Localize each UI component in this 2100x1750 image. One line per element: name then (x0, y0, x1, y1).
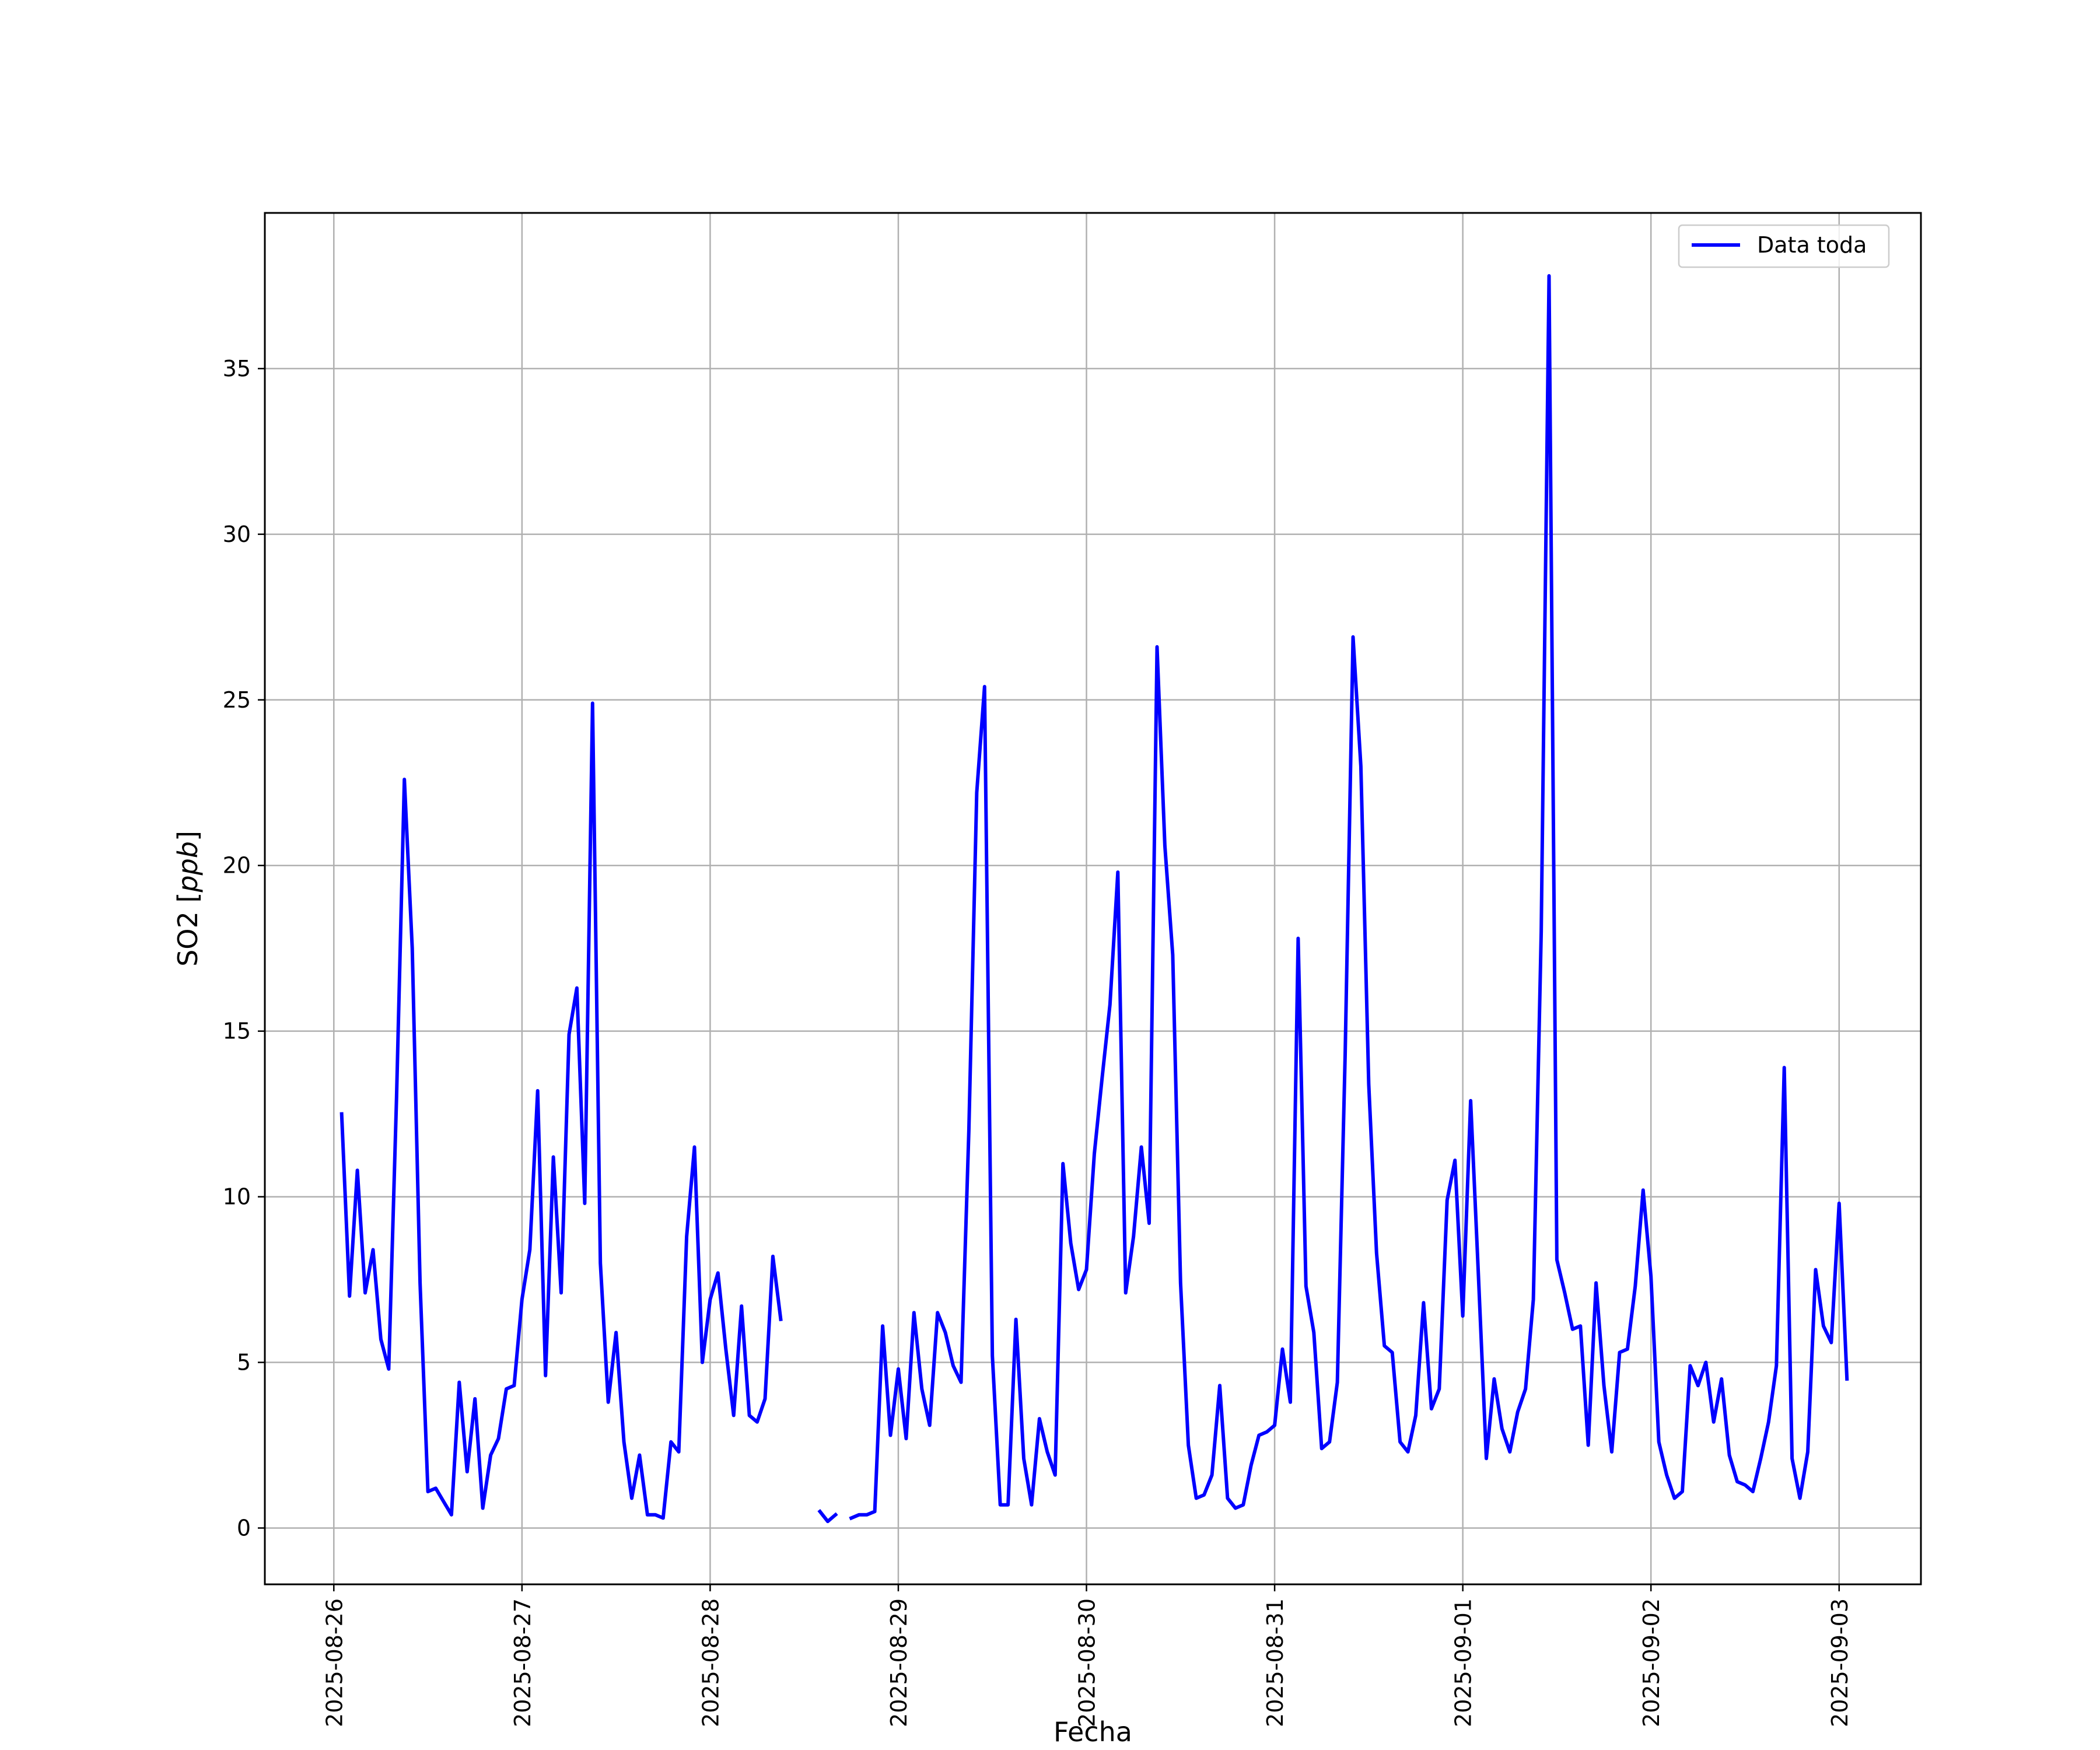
series-layer (340, 274, 1849, 1524)
legend-label-data-toda: Data toda (1757, 232, 1867, 258)
x-tick-label: 2025-09-01 (1451, 1598, 1476, 1727)
x-tick-label: 2025-08-29 (886, 1598, 912, 1727)
x-tick-label: 2025-08-30 (1074, 1598, 1100, 1727)
y-tick-label: 35 (223, 356, 251, 382)
x-tick-label: 2025-09-03 (1827, 1598, 1853, 1727)
y-tick-label: 30 (223, 522, 251, 547)
legend-box (1678, 224, 1890, 268)
y-axis-label: SO2 [ppb] (172, 831, 204, 967)
x-tick-label: 2025-09-02 (1639, 1598, 1664, 1727)
tick-marks (258, 368, 1840, 1591)
series-line-segment (849, 274, 1849, 1521)
tick-labels: 2025-08-26 2025-08-27 2025-08-28 2025-08-29… (223, 356, 1853, 1727)
y-tick-label: 25 (223, 687, 251, 713)
plot-frame (264, 212, 1922, 1586)
series-line-segment (817, 1508, 838, 1524)
y-tick-label: 10 (223, 1184, 251, 1210)
y-tick-label: 15 (223, 1019, 251, 1044)
series-line-segment (340, 701, 783, 1520)
x-tick-label: 2025-08-27 (510, 1598, 536, 1727)
x-tick-label: 2025-08-26 (321, 1598, 347, 1727)
x-axis-label: Fecha (1054, 1716, 1132, 1748)
x-tick-label: 2025-08-31 (1262, 1598, 1288, 1727)
x-tick-label: 2025-08-28 (698, 1598, 723, 1727)
grid-lines (265, 213, 1921, 1584)
legend: Data toda (1678, 224, 1890, 268)
y-tick-label: 0 (237, 1515, 251, 1541)
y-tick-label: 5 (237, 1350, 251, 1376)
y-tick-label: 20 (223, 853, 251, 878)
